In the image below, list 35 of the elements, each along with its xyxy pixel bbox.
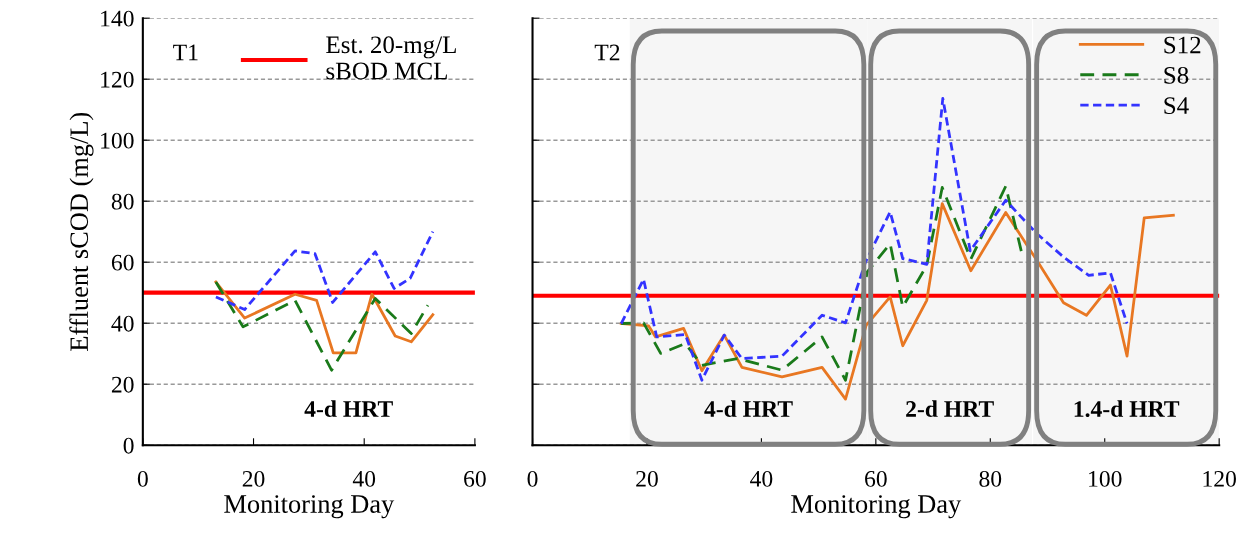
x-tick-label: 60 [865, 470, 887, 487]
y-axis-title: Effluent sCOD (mg/L) [69, 112, 94, 351]
y-tick-label: 0 [123, 437, 134, 454]
y-tick-label: 40 [111, 315, 134, 332]
x-tick-label: 120 [1203, 470, 1236, 487]
legend-label: Est. 20-mg/L sBOD MCL [326, 36, 456, 80]
x-tick-label: 20 [636, 470, 658, 487]
x-tick-label: 100 [1089, 470, 1122, 487]
y-tick-label: 80 [111, 193, 134, 210]
x-axis-title: Monitoring Day [791, 495, 962, 519]
line-series [214, 280, 435, 355]
annotation: T2 [594, 44, 620, 61]
annotation: T1 [173, 44, 198, 61]
y-tick-label: 100 [101, 132, 134, 149]
x-tick-label: 60 [464, 470, 486, 487]
y-tick-label: 140 [101, 10, 134, 27]
legend-label: S8 [1164, 66, 1189, 84]
band-label: 1.4-d HRT [1074, 400, 1180, 418]
y-tick-label: 60 [111, 254, 134, 271]
band-label: 4-d HRT [704, 400, 793, 417]
line-series [214, 280, 430, 372]
legend-label: S4 [1164, 97, 1189, 115]
x-tick-label: 80 [979, 470, 1002, 487]
x-tick-label: 0 [527, 470, 538, 487]
annotation: 4-d HRT [304, 400, 393, 417]
line-series [214, 230, 435, 311]
x-tick-label: 20 [242, 470, 265, 487]
y-tick-label: 120 [101, 71, 134, 88]
x-tick-label: 0 [137, 470, 148, 487]
x-axis-title: Monitoring Day [224, 495, 395, 519]
y-tick-label: 20 [111, 376, 134, 393]
x-tick-label: 40 [750, 470, 773, 487]
band-label: 2-d HRT [906, 400, 994, 417]
legend-label: S12 [1164, 36, 1201, 54]
x-tick-label: 40 [352, 470, 376, 487]
